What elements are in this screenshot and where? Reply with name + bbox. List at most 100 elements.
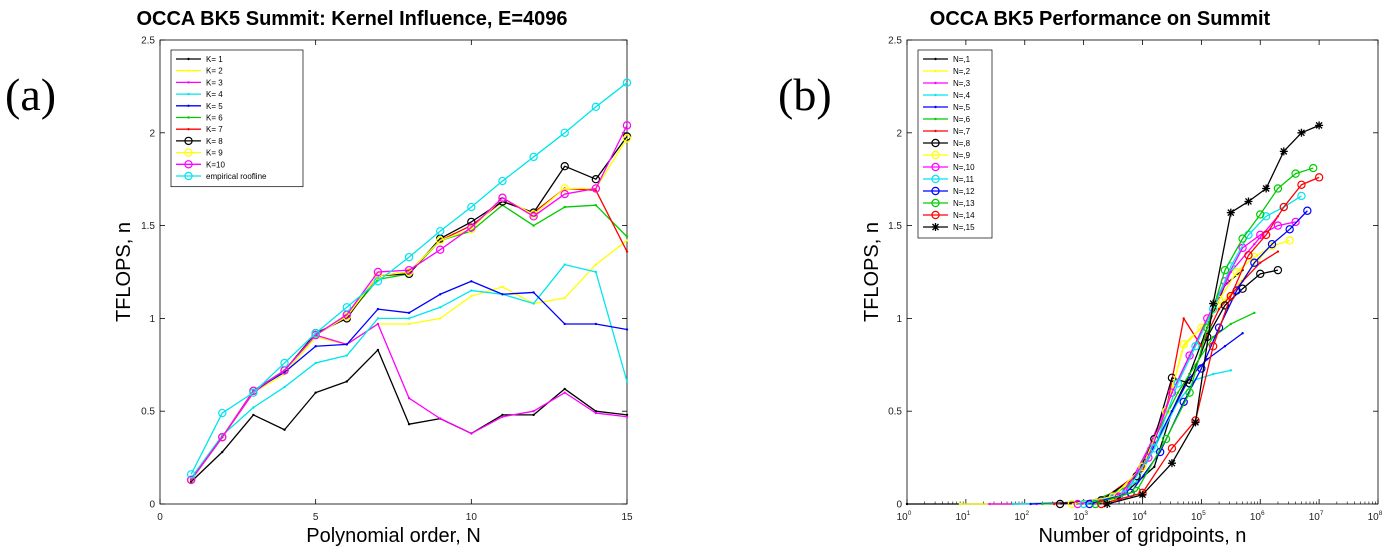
series-15 bbox=[1103, 121, 1324, 508]
x-tick-label: 106 bbox=[1250, 510, 1265, 523]
data-point bbox=[1170, 410, 1174, 413]
series-line bbox=[1077, 221, 1296, 505]
data-point bbox=[1250, 252, 1259, 262]
y-tick-label: 1 bbox=[896, 314, 902, 325]
data-point bbox=[439, 417, 442, 420]
legend-marker bbox=[931, 210, 940, 220]
legend-entry: N=,2 bbox=[923, 67, 971, 76]
data-point bbox=[594, 263, 598, 266]
series-line bbox=[1071, 239, 1290, 505]
legend-entry: K= 1 bbox=[176, 55, 223, 64]
data-point bbox=[218, 408, 227, 418]
series-line bbox=[190, 239, 628, 481]
panel-label: (a) bbox=[5, 69, 56, 120]
data-point bbox=[345, 380, 348, 383]
data-point bbox=[563, 387, 566, 391]
data-point bbox=[1217, 307, 1221, 311]
data-point bbox=[591, 174, 601, 184]
legend-label: N=,12 bbox=[953, 187, 975, 196]
data-point bbox=[1285, 225, 1294, 234]
legend-entry: N=,7 bbox=[923, 127, 971, 136]
y-tick-label: 0.5 bbox=[888, 407, 902, 418]
data-point bbox=[1197, 364, 1206, 373]
data-point bbox=[1188, 376, 1191, 379]
data-point bbox=[560, 184, 569, 193]
series-line bbox=[190, 280, 628, 481]
data-point bbox=[1150, 444, 1159, 453]
legend-label: N=,3 bbox=[953, 79, 971, 88]
legend-label: N=,1 bbox=[953, 55, 971, 64]
data-point bbox=[407, 397, 411, 400]
legend-label: N=,10 bbox=[953, 163, 975, 172]
series-line bbox=[1012, 369, 1231, 505]
data-point bbox=[439, 306, 442, 309]
legend-marker bbox=[187, 69, 190, 72]
data-point bbox=[252, 413, 255, 417]
legend-label: N=,8 bbox=[953, 139, 971, 148]
data-point bbox=[1297, 191, 1306, 201]
data-point bbox=[311, 329, 320, 338]
x-tick-label: 104 bbox=[1132, 510, 1147, 523]
data-point bbox=[1161, 434, 1171, 444]
data-point bbox=[563, 205, 566, 209]
data-point bbox=[1241, 332, 1244, 335]
panel-a: (a) OCCA BK5 Summit: Kernel Influence, E=… bbox=[5, 8, 633, 547]
legend-label: K= 5 bbox=[206, 102, 223, 111]
data-point bbox=[1209, 299, 1218, 308]
data-point bbox=[563, 391, 566, 394]
y-axis-label: TFLOPS, n bbox=[861, 222, 883, 322]
data-point bbox=[345, 354, 348, 357]
legend-marker bbox=[187, 104, 190, 108]
data-point bbox=[988, 502, 991, 506]
data-point bbox=[622, 134, 632, 143]
series-4 bbox=[189, 263, 629, 480]
data-point bbox=[1211, 335, 1215, 339]
data-point bbox=[501, 293, 504, 296]
legend-marker bbox=[931, 162, 940, 172]
series-1 bbox=[189, 348, 629, 483]
y-tick-label: 1.5 bbox=[141, 221, 155, 232]
data-point bbox=[594, 322, 598, 326]
legend-label: N=,4 bbox=[953, 91, 971, 100]
data-point bbox=[283, 428, 286, 431]
data-point bbox=[1135, 480, 1138, 483]
data-point bbox=[594, 203, 598, 207]
data-point bbox=[1276, 250, 1280, 253]
legend-entry: N=,15 bbox=[923, 223, 975, 232]
data-point bbox=[1223, 298, 1227, 302]
legend-entry: K= 8 bbox=[176, 136, 223, 146]
legend-entry: N=,11 bbox=[923, 174, 975, 184]
data-point bbox=[1206, 358, 1209, 361]
series-line bbox=[190, 125, 628, 481]
legend-label: K= 3 bbox=[206, 78, 223, 87]
data-point bbox=[280, 358, 289, 368]
data-point bbox=[1314, 173, 1324, 182]
legend-entry: N=,6 bbox=[923, 115, 971, 124]
y-tick-label: 2 bbox=[149, 128, 155, 139]
series-10 bbox=[1073, 217, 1300, 509]
data-point bbox=[470, 289, 473, 292]
data-point bbox=[1091, 499, 1100, 509]
data-point bbox=[905, 502, 909, 506]
legend-marker bbox=[934, 93, 937, 97]
data-point bbox=[1223, 345, 1227, 348]
x-axis-label: Number of gridpoints, n bbox=[1039, 525, 1247, 547]
x-tick-label: 15 bbox=[621, 512, 633, 523]
data-point bbox=[186, 470, 196, 479]
data-point bbox=[625, 413, 629, 417]
data-point bbox=[625, 250, 629, 253]
data-point bbox=[958, 502, 962, 506]
y-tick-label: 2 bbox=[896, 128, 902, 139]
data-point bbox=[1103, 500, 1112, 508]
x-tick-label: 103 bbox=[1073, 510, 1088, 523]
x-tick-label: 101 bbox=[956, 510, 971, 523]
series-line bbox=[190, 323, 628, 481]
data-point bbox=[625, 380, 629, 383]
data-point bbox=[283, 385, 286, 389]
panel-b: (b) OCCA BK5 Performance on Summit 0 0.5 1 1.… bbox=[778, 8, 1383, 547]
data-point bbox=[376, 322, 380, 326]
x-tick-label: 5 bbox=[313, 512, 319, 523]
data-point bbox=[1079, 499, 1088, 509]
legend-marker bbox=[184, 171, 193, 181]
data-point bbox=[1261, 212, 1271, 221]
